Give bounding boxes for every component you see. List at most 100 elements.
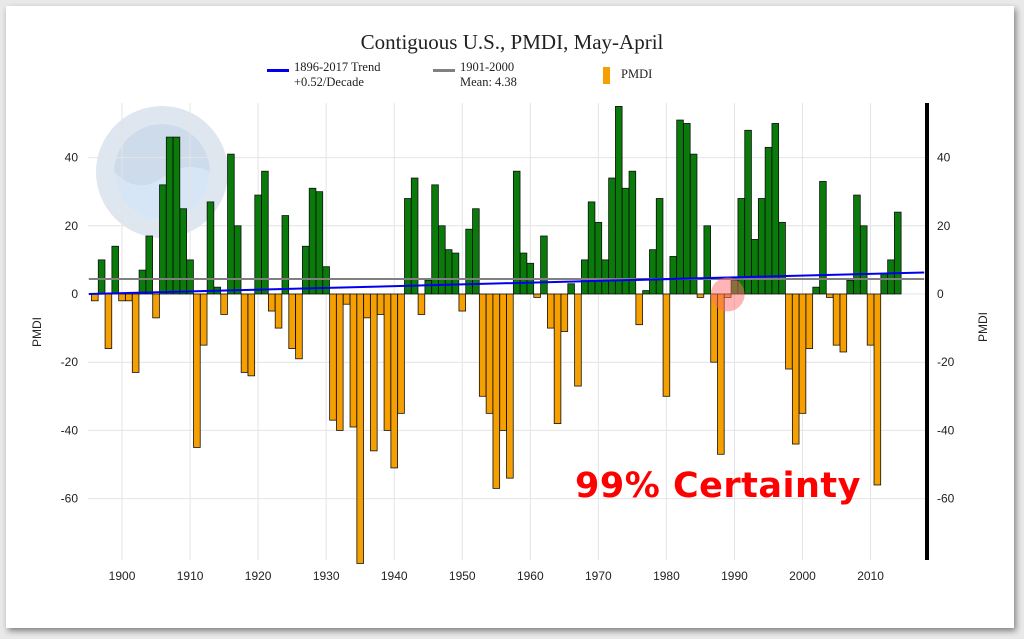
data-bar [751, 239, 759, 295]
x-tick-label: 1920 [245, 569, 272, 583]
data-bar [179, 208, 188, 295]
data-bar [131, 293, 140, 373]
data-bar [839, 293, 848, 353]
data-bar [322, 266, 330, 295]
data-bar [594, 221, 603, 295]
data-bar [397, 293, 405, 414]
data-bar [846, 279, 854, 295]
data-bar [145, 235, 153, 295]
data-bar [717, 293, 725, 455]
data-bar [540, 235, 548, 295]
data-bar [390, 293, 398, 469]
data-bar [417, 293, 426, 315]
data-bar [567, 283, 575, 295]
data-bar [438, 225, 446, 295]
x-tick-label: 1950 [449, 569, 476, 583]
data-bar [472, 208, 480, 295]
data-bar [832, 293, 841, 346]
data-bar [560, 293, 569, 332]
data-bar [894, 211, 902, 295]
legend-pmdi-swatch [603, 67, 610, 84]
data-bar [451, 252, 460, 295]
legend-mean-label: 1901-2000 Mean: 4.38 [460, 60, 517, 89]
data-bar [342, 293, 351, 305]
data-bar [683, 123, 691, 295]
data-bar [581, 259, 589, 295]
data-bar [798, 293, 807, 414]
data-bar [662, 293, 671, 397]
data-bar [860, 225, 868, 295]
data-bar [125, 293, 133, 302]
data-bar [444, 249, 453, 295]
data-bar [512, 170, 521, 295]
x-tick-label: 1990 [721, 569, 748, 583]
y-tick-label-left: -20 [61, 355, 79, 369]
data-bar [288, 293, 296, 349]
data-bar [791, 293, 800, 445]
y-tick-label-right: -20 [937, 355, 955, 369]
data-bar [873, 293, 882, 486]
y-tick-label-right: 40 [937, 151, 951, 165]
annotation-text: 99% Certainty [575, 466, 861, 506]
y-tick-label-right: 20 [937, 219, 951, 233]
data-bar [574, 293, 582, 387]
data-bar [247, 293, 256, 377]
x-tick-label: 1970 [585, 569, 612, 583]
y-tick-label-right: -60 [937, 492, 955, 506]
legend-trend-line [267, 69, 289, 72]
data-bar [159, 184, 167, 295]
data-bar [546, 293, 555, 329]
data-bar [227, 153, 235, 295]
data-bar [771, 123, 780, 295]
data-bar [615, 106, 623, 295]
data-bar [356, 293, 364, 564]
data-bar [744, 129, 752, 295]
data-bar [642, 290, 650, 295]
data-bar [363, 293, 371, 319]
data-bar [111, 245, 119, 295]
y-tick-label-right: -40 [937, 423, 955, 437]
data-bar [336, 293, 344, 431]
data-bar [91, 293, 99, 302]
x-tick-label: 1960 [517, 569, 544, 583]
data-bar [887, 259, 895, 295]
y-tick-label-left: -60 [61, 492, 79, 506]
data-bar [485, 293, 494, 414]
data-bar [240, 293, 249, 373]
data-bar [492, 293, 501, 489]
data-bar [383, 293, 392, 431]
data-bar [193, 293, 201, 448]
x-tick-label: 1910 [177, 569, 204, 583]
y-tick-label-right: 0 [937, 287, 944, 301]
data-bar [261, 170, 269, 295]
data-bar [220, 293, 228, 315]
legend-mean-line [433, 69, 455, 72]
data-bar [499, 293, 507, 431]
data-bar [478, 293, 487, 397]
data-bar [302, 245, 310, 295]
data-bar [424, 279, 432, 295]
data-bar [506, 293, 514, 479]
data-bar [376, 293, 385, 315]
x-tick-label: 1980 [653, 569, 680, 583]
data-bar [778, 221, 786, 295]
data-bar [329, 293, 337, 421]
data-bar [669, 256, 677, 295]
data-bar [703, 225, 711, 295]
chart-title: Contiguous U.S., PMDI, May-April [360, 30, 664, 54]
data-bar [274, 293, 283, 329]
data-bar [819, 181, 827, 295]
data-bar [608, 177, 616, 295]
y-tick-label-left: -40 [61, 423, 79, 437]
data-bar [349, 293, 358, 428]
data-bar [267, 293, 276, 312]
x-tick-label: 1930 [313, 569, 340, 583]
x-tick-label: 1940 [381, 569, 408, 583]
data-bar [186, 259, 194, 295]
data-bar [533, 293, 541, 298]
data-bar [880, 273, 888, 295]
y-tick-label-left: 40 [65, 151, 79, 165]
data-bar [628, 170, 637, 295]
x-tick-label: 1900 [109, 569, 136, 583]
